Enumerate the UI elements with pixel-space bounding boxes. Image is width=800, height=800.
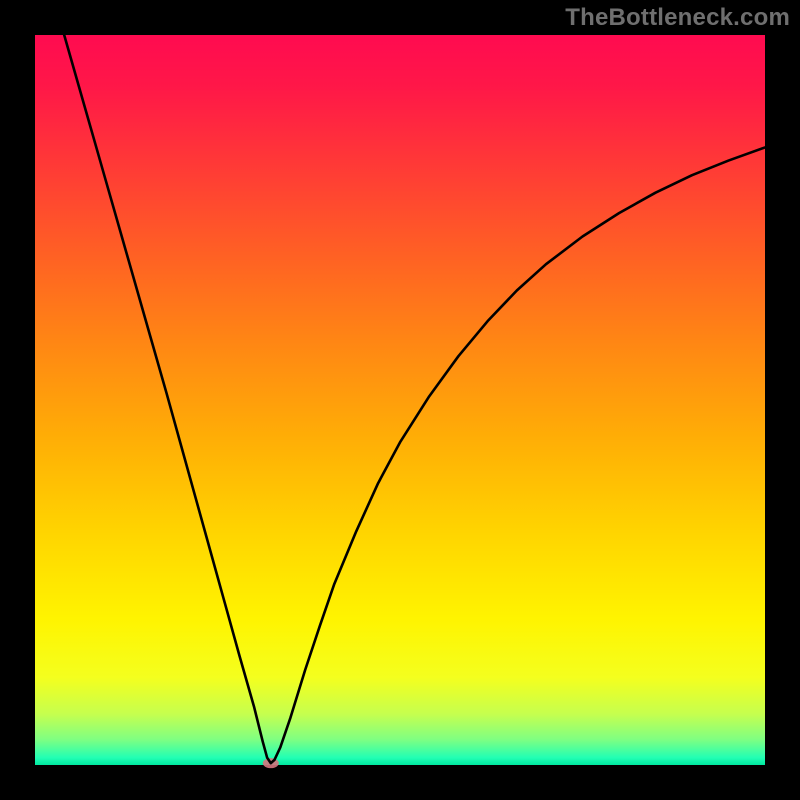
bottleneck-curve [64,35,765,763]
watermark-text: TheBottleneck.com [565,4,790,32]
chart-container: TheBottleneck.com [0,0,800,800]
curve-svg [35,35,765,765]
plot-area [35,35,765,765]
